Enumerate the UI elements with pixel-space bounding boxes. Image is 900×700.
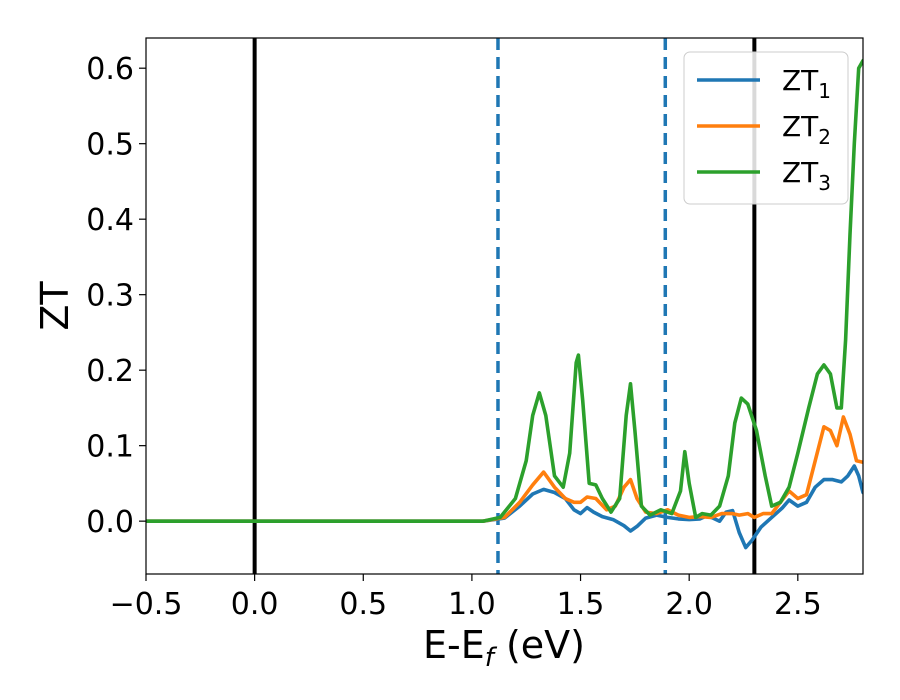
series-line-zt2 — [146, 415, 863, 523]
y-tick-label: 0.6 — [86, 52, 134, 87]
x-tick-label: 2.0 — [665, 587, 713, 622]
x-tick-label: 2.5 — [774, 587, 822, 622]
legend: ZT1 ZT2 ZT3 — [683, 51, 849, 205]
x-tick-label: 1.0 — [448, 587, 496, 622]
legend-frame — [683, 51, 849, 205]
x-tick-label: −0.5 — [110, 587, 183, 622]
x-axis-label: E-Ef (eV) — [423, 623, 585, 673]
y-tick-label: 0.0 — [86, 505, 134, 540]
y-tick-label: 0.4 — [86, 203, 134, 238]
x-tick-label: 0.5 — [339, 587, 387, 622]
legend-label-zt3: ZT3 — [782, 156, 831, 195]
legend-label-zt1: ZT1 — [782, 64, 831, 103]
y-tick-label: 0.5 — [86, 128, 134, 163]
legend-label-zt2: ZT2 — [782, 110, 831, 149]
x-tick-label: 1.5 — [557, 587, 605, 622]
y-axis-label: ZT — [33, 281, 77, 331]
y-tick-label: 0.1 — [86, 430, 134, 465]
series-line-zt3 — [146, 58, 863, 523]
x-axis-ticks: −0.5 0.0 0.5 1.0 1.5 2.0 2.5 — [110, 574, 822, 622]
y-tick-label: 0.3 — [86, 279, 134, 314]
x-axis-label-main: E-E — [423, 623, 485, 667]
series-layer — [146, 58, 863, 550]
x-axis-label-suffix: (eV) — [494, 623, 585, 667]
y-axis-ticks: 0.0 0.1 0.2 0.3 0.4 0.5 0.6 — [86, 52, 146, 540]
plot-frame — [145, 37, 864, 575]
x-tick-label: 0.0 — [231, 587, 279, 622]
y-tick-label: 0.2 — [86, 354, 134, 389]
series-line-zt1 — [146, 464, 863, 550]
